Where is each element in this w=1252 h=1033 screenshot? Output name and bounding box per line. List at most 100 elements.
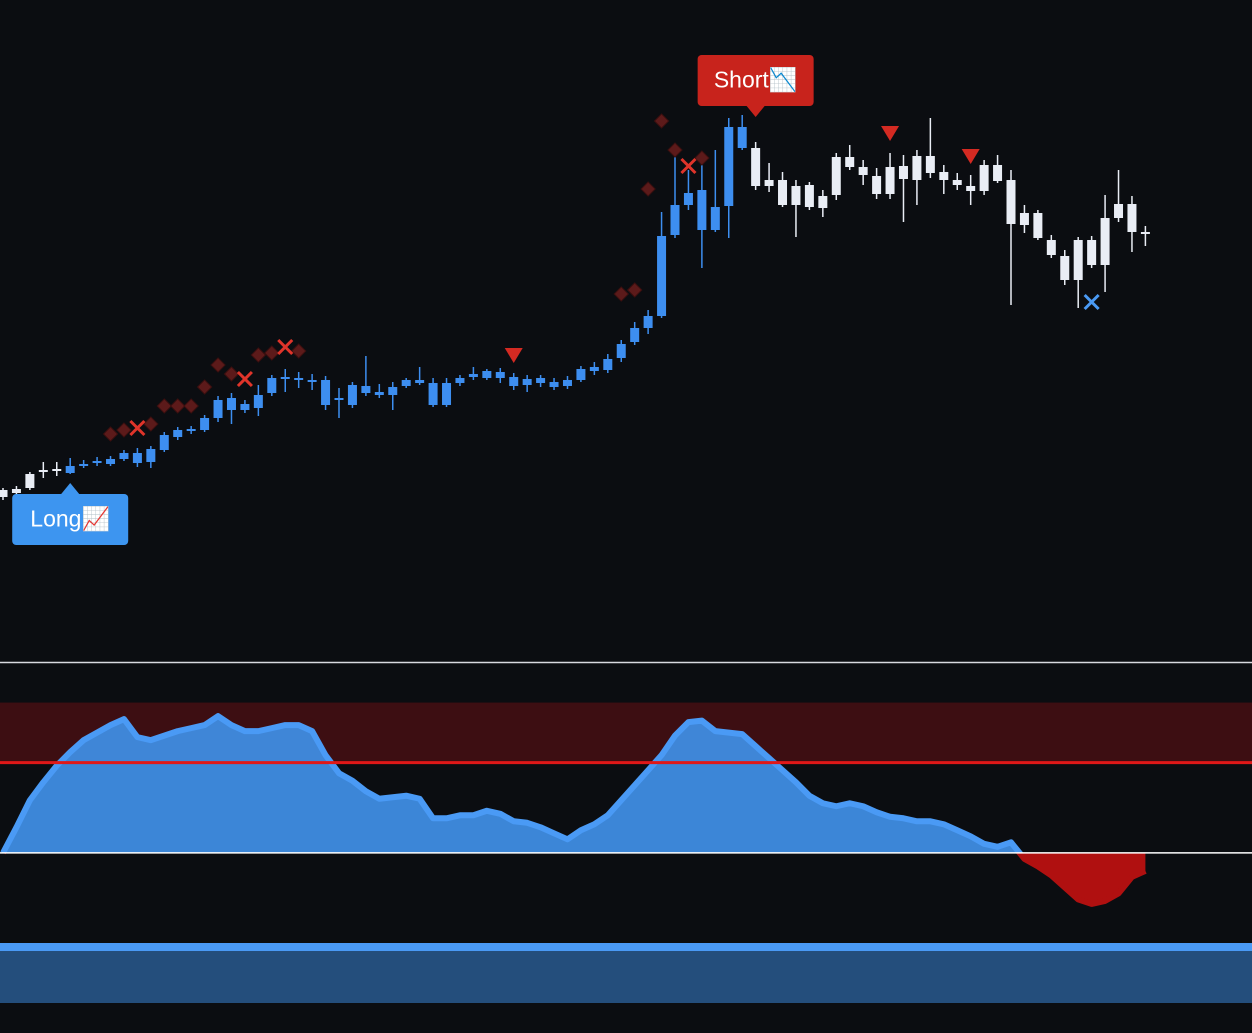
signal-cross — [129, 419, 146, 437]
candle-body — [804, 185, 814, 207]
candle-body — [1060, 256, 1070, 280]
candle-body — [858, 167, 868, 175]
signal-diamond — [223, 366, 240, 382]
candle-body — [1033, 213, 1043, 238]
candle-body — [522, 379, 532, 385]
candle-body — [294, 378, 304, 380]
candle-body — [912, 156, 922, 180]
signal-cross — [236, 370, 253, 388]
candle-body — [334, 398, 344, 400]
candle-body — [173, 430, 183, 437]
candle-body — [993, 165, 1003, 181]
annotation-box — [12, 494, 129, 545]
candle-body — [186, 429, 196, 431]
signal-diamond — [653, 113, 670, 129]
candle-body — [401, 380, 411, 386]
candle-body — [670, 205, 680, 235]
candle-body — [1046, 240, 1056, 255]
candle-body — [872, 176, 882, 194]
signal-diamond — [196, 379, 213, 395]
signal-diamond — [613, 286, 630, 302]
signal-cross — [680, 157, 697, 175]
candle-body — [751, 148, 761, 186]
candle-body — [307, 380, 317, 382]
candle-body — [1140, 232, 1150, 234]
annotation-label: Long📈 — [30, 506, 110, 533]
candle-body — [724, 127, 734, 206]
signal-triangle — [504, 348, 523, 363]
candle-body — [697, 190, 707, 230]
candle-body — [213, 400, 223, 418]
candle-body — [146, 449, 156, 462]
candle-body — [818, 196, 828, 208]
candle-body — [831, 157, 841, 195]
signal-triangle — [961, 149, 980, 164]
signal-diamond — [694, 150, 710, 166]
candle-body — [280, 377, 290, 379]
candle-body — [764, 180, 774, 186]
candle-body — [361, 386, 371, 393]
signal-triangle — [881, 126, 900, 141]
candle-body — [589, 367, 599, 371]
candle-body — [159, 435, 169, 450]
signal-diamond — [210, 357, 226, 373]
candle-body — [267, 378, 277, 393]
bottom-strip-border — [0, 943, 1252, 951]
candle-body — [576, 369, 586, 380]
candle-body — [778, 180, 788, 205]
candle-body — [737, 127, 747, 148]
signal-cross — [277, 338, 294, 356]
candle-body — [1006, 180, 1016, 224]
candle-body — [509, 377, 519, 386]
candle-body — [966, 186, 976, 191]
annotation-pointer — [61, 483, 80, 494]
candle-body — [1114, 204, 1124, 218]
candle-body — [79, 464, 89, 466]
candle-body — [885, 167, 895, 194]
candle-body — [1073, 240, 1083, 280]
candle-body — [240, 404, 250, 410]
oscillator-area-negative — [3, 852, 1146, 904]
candle-body — [428, 383, 438, 405]
candle-body — [415, 380, 425, 383]
candle-body — [562, 380, 572, 386]
signal-diamond — [626, 282, 643, 298]
candle-body — [119, 453, 129, 459]
annotation: Short📉 — [697, 55, 814, 117]
candle-body — [106, 459, 116, 464]
annotation-label: Short📉 — [714, 67, 798, 94]
candle-body — [1087, 240, 1097, 265]
candle-body — [38, 470, 48, 472]
candle-body — [253, 395, 263, 408]
signal-diamond — [640, 181, 656, 197]
signal-diamond — [169, 398, 186, 414]
candle-body — [347, 385, 357, 405]
candle-body — [52, 469, 62, 471]
candle-body — [226, 398, 236, 410]
candle-body — [388, 387, 398, 395]
signal-cross — [1083, 293, 1100, 311]
candle-body — [939, 172, 949, 180]
candle-body — [1127, 204, 1137, 232]
candle-body — [468, 374, 478, 377]
annotation-pointer — [746, 106, 765, 117]
candle-body — [925, 156, 935, 173]
candle-body — [200, 418, 210, 430]
candle-body — [65, 466, 75, 473]
candle-body — [92, 461, 102, 463]
candle-body — [630, 328, 640, 342]
signal-diamond — [116, 422, 132, 438]
candle-body — [0, 490, 8, 497]
candle-body — [1019, 213, 1029, 225]
candle-body — [321, 380, 331, 405]
candle-body — [455, 378, 465, 383]
signal-diamond — [183, 398, 199, 414]
candle-body — [536, 378, 546, 383]
candle-body — [683, 193, 693, 205]
candle-body — [845, 157, 855, 167]
candle-body — [791, 186, 801, 205]
annotation: Long📈 — [12, 483, 129, 545]
signal-diamond — [250, 347, 267, 363]
